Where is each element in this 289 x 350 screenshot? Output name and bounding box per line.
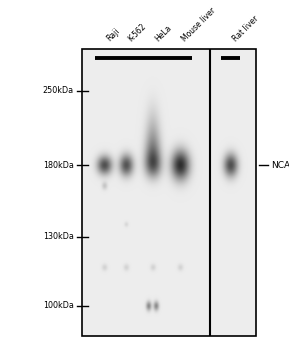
Text: 250kDa: 250kDa [42, 86, 74, 95]
Text: 180kDa: 180kDa [43, 161, 74, 170]
Text: Mouse liver: Mouse liver [180, 6, 218, 43]
Text: Rat liver: Rat liver [231, 14, 260, 43]
Text: 130kDa: 130kDa [43, 232, 74, 241]
Text: HeLa: HeLa [153, 23, 173, 43]
Text: K-562: K-562 [127, 22, 148, 43]
Text: 100kDa: 100kDa [43, 301, 74, 310]
Text: Raji: Raji [105, 27, 121, 43]
Text: NCAPD2: NCAPD2 [271, 161, 289, 170]
